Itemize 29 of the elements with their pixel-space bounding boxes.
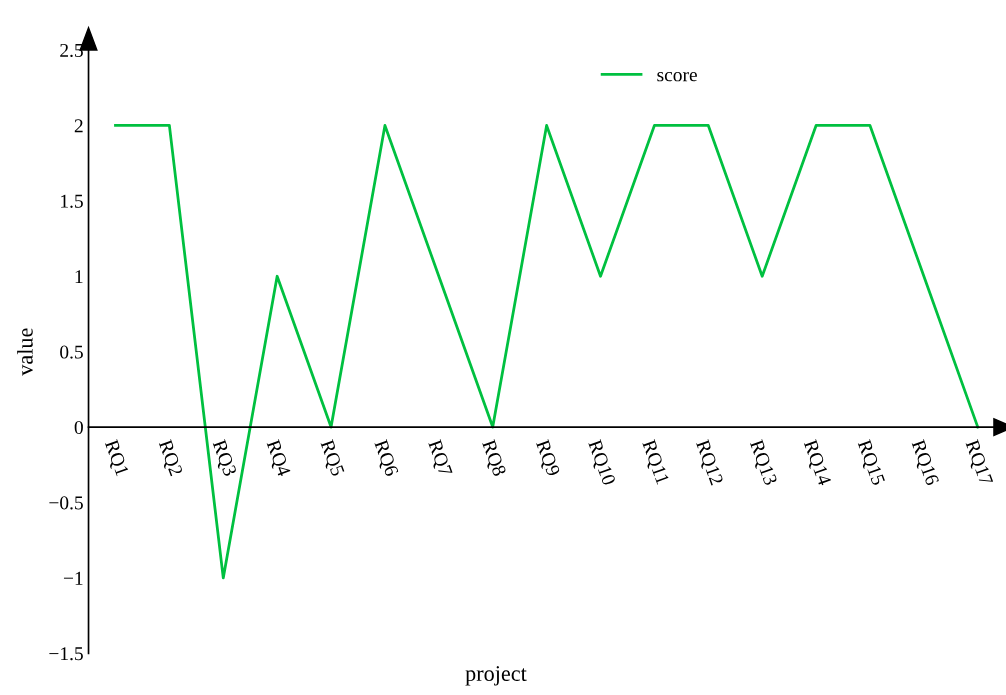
x-axis-title: project (465, 666, 527, 686)
x-tick-label: RQ10 (585, 438, 616, 487)
y-tick-label: 0.5 (60, 345, 83, 359)
x-tick-label: RQ8 (479, 438, 507, 478)
y-tick-label: −0.5 (49, 496, 83, 510)
x-tick-label: RQ4 (263, 438, 292, 479)
y-tick-label: 0 (74, 420, 83, 435)
x-tick-label: RQ7 (425, 438, 453, 478)
x-tick-label: RQ1 (102, 438, 130, 478)
x-tick-label: RQ9 (533, 438, 561, 478)
y-tick-label: 1.5 (61, 194, 83, 208)
x-tick-label: RQ11 (639, 438, 670, 486)
y-tick-label: −1.5 (49, 647, 83, 661)
y-tick-label: 2.5 (60, 43, 83, 58)
x-tick-label: RQ2 (155, 438, 183, 478)
x-tick-label: RQ6 (371, 438, 399, 478)
x-tick-label: RQ15 (854, 438, 886, 487)
y-tick-label: −1 (63, 571, 83, 585)
y-axis-title: value (17, 328, 33, 376)
x-tick-label: RQ3 (209, 438, 237, 478)
x-tick-label: RQ14 (800, 438, 832, 488)
y-tick-label: 1 (75, 270, 83, 284)
x-tick-label: RQ13 (747, 438, 778, 487)
x-tick-label: RQ16 (908, 438, 940, 487)
legend-label: score (657, 71, 697, 82)
x-tick-label: RQ17 (962, 438, 994, 488)
x-tick-label: RQ5 (317, 438, 345, 478)
y-tick-label: 2 (74, 119, 83, 133)
x-tick-label: RQ12 (693, 438, 724, 487)
